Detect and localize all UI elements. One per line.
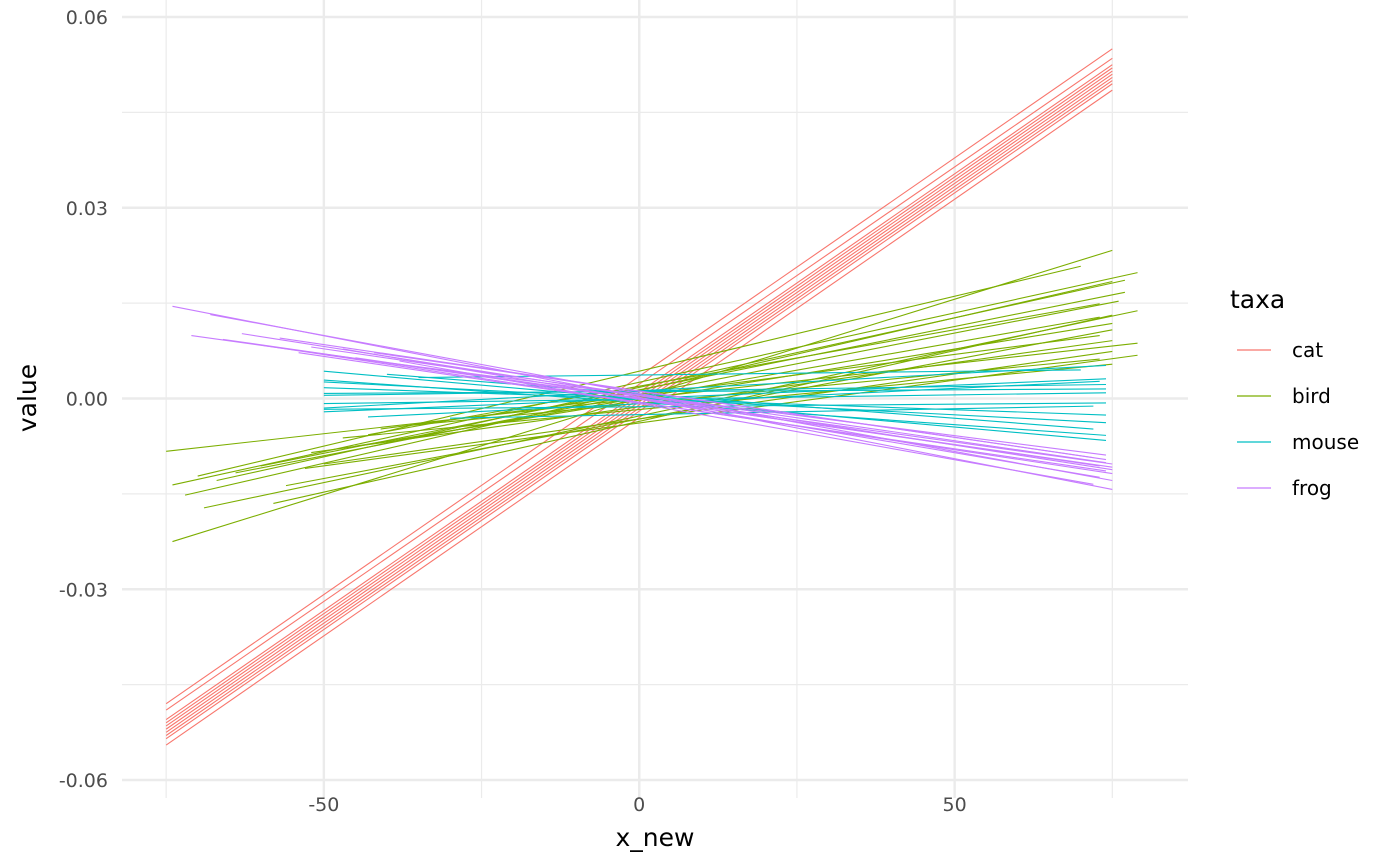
y-axis-tick-labels: -0.06 -0.03 0.00 0.03 0.06 bbox=[59, 7, 108, 792]
legend-item-bird: bird bbox=[1237, 384, 1331, 408]
cat-line bbox=[165, 76, 1113, 733]
legend: taxa cat bird mouse frog bbox=[1230, 285, 1359, 500]
frog-line bbox=[323, 354, 1107, 456]
cat-line bbox=[165, 83, 1113, 740]
y-tick-label: -0.06 bbox=[59, 770, 108, 792]
mouse-line bbox=[323, 392, 1107, 405]
mouse-line bbox=[323, 364, 1107, 409]
frog-line bbox=[342, 348, 1100, 478]
bird-line bbox=[399, 316, 1100, 441]
cat-line bbox=[165, 89, 1113, 746]
bird-line bbox=[235, 300, 1119, 474]
minor-gridlines bbox=[122, 0, 1188, 798]
x-axis-tick-labels: -50 0 50 bbox=[308, 794, 966, 816]
x-axis-title: x_new bbox=[616, 823, 695, 852]
legend-label-frog: frog bbox=[1292, 476, 1332, 500]
x-tick-label: -50 bbox=[308, 794, 339, 816]
plot-lines bbox=[165, 48, 1138, 746]
bird-line bbox=[412, 358, 1100, 426]
series-frog bbox=[172, 305, 1113, 490]
mouse-line bbox=[367, 380, 1100, 418]
cat-line bbox=[165, 80, 1113, 736]
x-tick-label: 50 bbox=[943, 794, 967, 816]
bird-line bbox=[367, 303, 1100, 436]
mouse-line bbox=[323, 388, 1107, 394]
y-tick-label: 0.06 bbox=[66, 7, 108, 29]
legend-item-cat: cat bbox=[1237, 338, 1323, 362]
series-bird bbox=[166, 249, 1138, 543]
frog-line bbox=[298, 352, 1107, 472]
cat-line bbox=[165, 57, 1113, 711]
mouse-line bbox=[323, 383, 1107, 396]
x-tick-label: 0 bbox=[633, 794, 645, 816]
y-tick-label: 0.00 bbox=[66, 389, 108, 411]
cat-line bbox=[165, 48, 1113, 705]
legend-item-mouse: mouse bbox=[1237, 430, 1359, 454]
bird-line bbox=[197, 265, 1081, 477]
legend-items: cat bird mouse frog bbox=[1237, 338, 1359, 500]
legend-label-bird: bird bbox=[1292, 384, 1331, 408]
frog-line bbox=[374, 352, 1094, 459]
legend-item-frog: frog bbox=[1237, 476, 1332, 500]
mouse-line bbox=[323, 378, 1107, 413]
legend-label-mouse: mouse bbox=[1292, 430, 1359, 454]
legend-title: taxa bbox=[1230, 285, 1285, 314]
y-tick-label: 0.03 bbox=[66, 198, 108, 220]
frog-line bbox=[355, 357, 1100, 467]
y-tick-label: -0.03 bbox=[59, 579, 108, 601]
y-axis-title: value bbox=[13, 364, 42, 432]
bird-line bbox=[304, 354, 1138, 469]
bird-line bbox=[380, 335, 1100, 430]
frog-line bbox=[399, 360, 1094, 485]
legend-label-cat: cat bbox=[1292, 338, 1323, 362]
bird-line bbox=[260, 291, 1126, 467]
major-gridlines bbox=[122, 0, 1188, 798]
